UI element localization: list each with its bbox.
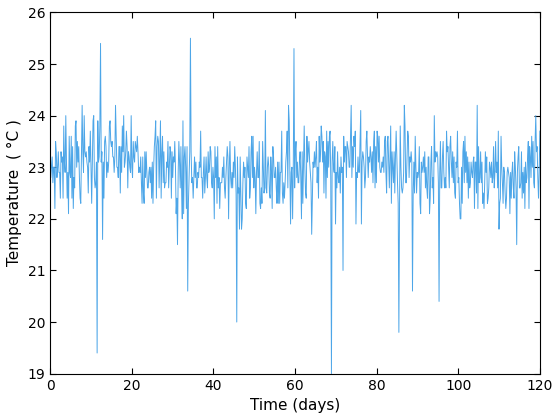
Y-axis label: Temperature  ( °C ): Temperature ( °C ): [7, 120, 22, 266]
X-axis label: Time (days): Time (days): [250, 398, 340, 413]
